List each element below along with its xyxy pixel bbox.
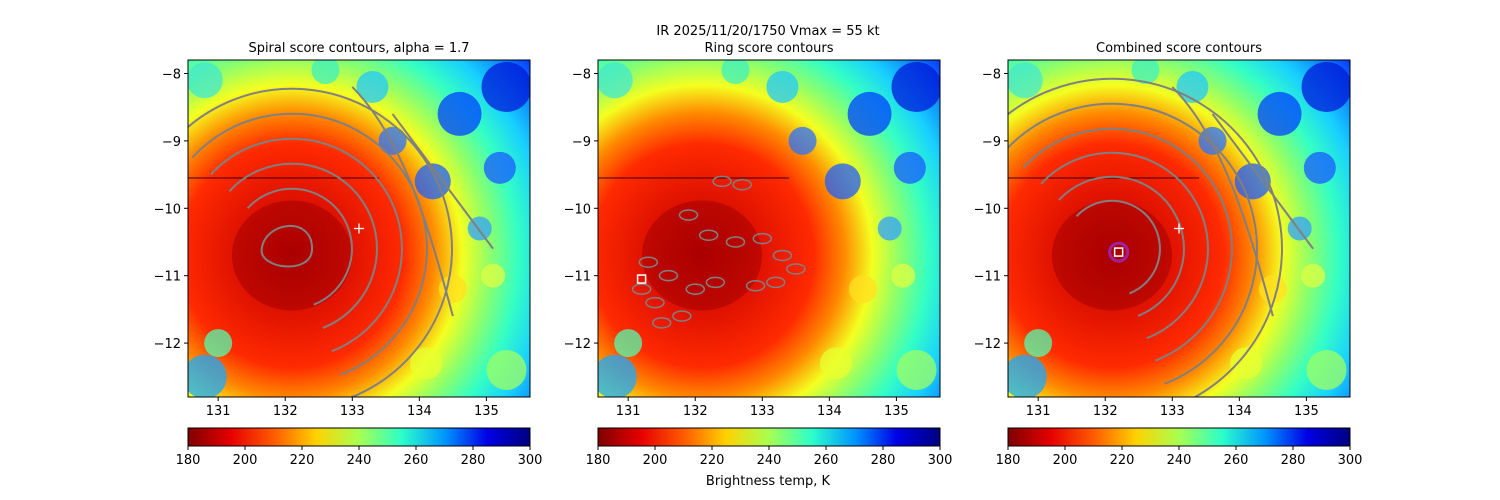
- axes-frame: [1007, 59, 1351, 398]
- center-square-marker: [1113, 247, 1124, 257]
- center-plus-marker: [354, 223, 364, 234]
- y-tick-label: −12: [974, 337, 1001, 352]
- panel-title: Ring score contours: [704, 41, 833, 56]
- y-tick-label: −8: [982, 67, 1001, 82]
- panel-2: Ring score contours 131 132 133 134 135 −8 −9 −1…: [564, 41, 953, 468]
- score-contours: [631, 175, 806, 329]
- colorbar-tick-label: 200: [233, 453, 258, 468]
- y-tick-label: −9: [982, 135, 1001, 150]
- x-tick-label: 135: [1294, 404, 1319, 419]
- x-tick-label: 135: [474, 404, 499, 419]
- colorbar-gradient: [1007, 427, 1351, 447]
- panel-title: Combined score contours: [1096, 41, 1262, 56]
- panel-1: Spiral score contours, alpha = 1.7 131 132…: [154, 41, 543, 468]
- colorbar: 180 200 220 240 260 280 300: [586, 427, 953, 468]
- x-tick-label: 134: [1227, 404, 1252, 419]
- y-tick-label: −10: [564, 202, 591, 217]
- score-contours: [1008, 77, 1314, 397]
- colorbar-tick-label: 260: [1224, 453, 1249, 468]
- x-tick-label: 133: [1160, 404, 1185, 419]
- colorbar-tick-label: 300: [518, 453, 543, 468]
- colorbar-tick-label: 180: [586, 453, 611, 468]
- colorbar-tick-label: 300: [928, 453, 953, 468]
- center-square-marker: [636, 274, 647, 284]
- best-fit-ring-marker: [1108, 241, 1130, 263]
- y-tick-label: −9: [162, 135, 181, 150]
- y-tick-label: −11: [564, 270, 591, 285]
- y-tick-label: −11: [154, 270, 181, 285]
- y-tick-label: −10: [974, 202, 1001, 217]
- colorbar-label: Brightness temp, K: [706, 474, 831, 489]
- colorbar-tick-label: 260: [404, 453, 429, 468]
- y-tick-label: −9: [572, 135, 591, 150]
- colorbar-tick-label: 260: [814, 453, 839, 468]
- colorbar-tick-label: 220: [1110, 453, 1135, 468]
- colorbar-tick-label: 280: [461, 453, 486, 468]
- colorbar-tick-label: 180: [996, 453, 1021, 468]
- colorbar-tick-label: 280: [1281, 453, 1306, 468]
- brightness-temp-field: [188, 60, 530, 397]
- colorbar-tick-label: 220: [290, 453, 315, 468]
- x-tick-label: 134: [407, 404, 432, 419]
- x-tick-label: 131: [206, 404, 231, 419]
- axes-frame: [597, 59, 941, 398]
- colorbar-tick-label: 200: [1053, 453, 1078, 468]
- x-tick-label: 131: [616, 404, 641, 419]
- colorbar-tick-label: 300: [1338, 453, 1363, 468]
- y-tick-label: −8: [572, 67, 591, 82]
- score-contours: [188, 86, 494, 397]
- x-tick-label: 133: [750, 404, 775, 419]
- brightness-temp-field: [1008, 60, 1350, 397]
- y-tick-label: −11: [974, 270, 1001, 285]
- panel-3: Combined score contours 131 132 133 134 135 −8…: [974, 41, 1363, 468]
- x-tick-label: 131: [1026, 404, 1051, 419]
- x-tick-label: 132: [683, 404, 708, 419]
- axes-frame: [187, 59, 531, 398]
- colorbar-gradient: [187, 427, 531, 447]
- colorbar-tick-label: 200: [643, 453, 668, 468]
- colorbar: 180 200 220 240 260 280 300: [176, 427, 543, 468]
- colorbar-tick-label: 240: [347, 453, 372, 468]
- y-tick-label: −8: [162, 67, 181, 82]
- x-tick-label: 132: [273, 404, 298, 419]
- x-tick-label: 133: [340, 404, 365, 419]
- colorbar: 180 200 220 240 260 280 300: [996, 427, 1363, 468]
- panel-title: Spiral score contours, alpha = 1.7: [248, 41, 469, 56]
- center-plus-marker: [1174, 223, 1184, 234]
- suptitle: IR 2025/11/20/1750 Vmax = 55 kt: [656, 24, 879, 39]
- y-tick-label: −12: [154, 337, 181, 352]
- x-tick-label: 134: [817, 404, 842, 419]
- x-tick-label: 135: [884, 404, 909, 419]
- colorbar-tick-label: 240: [1167, 453, 1192, 468]
- colorbar-tick-label: 220: [700, 453, 725, 468]
- brightness-temp-field: [598, 60, 940, 397]
- x-tick-label: 132: [1093, 404, 1118, 419]
- y-tick-label: −10: [154, 202, 181, 217]
- y-tick-label: −12: [564, 337, 591, 352]
- colorbar-tick-label: 240: [757, 453, 782, 468]
- colorbar-tick-label: 280: [871, 453, 896, 468]
- colorbar-gradient: [597, 427, 941, 447]
- colorbar-tick-label: 180: [176, 453, 201, 468]
